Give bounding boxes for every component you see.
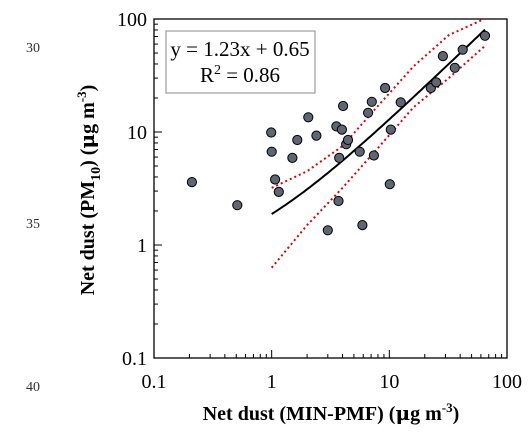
data-point bbox=[431, 77, 442, 88]
data-point bbox=[479, 30, 491, 41]
data-point bbox=[380, 82, 391, 94]
tick-marks bbox=[153, 23, 503, 359]
data-point bbox=[273, 186, 284, 197]
data-point bbox=[357, 220, 368, 231]
data-point bbox=[287, 152, 298, 163]
confidence-bands bbox=[270, 18, 485, 269]
data-point bbox=[270, 174, 281, 185]
line-number-30: 30 bbox=[26, 41, 40, 56]
data-point bbox=[322, 225, 333, 236]
data-point bbox=[333, 195, 344, 207]
regression-equation: y = 1.23x + 0.65 bbox=[170, 37, 309, 61]
regression-annotation: y = 1.23x + 0.65 R2 = 0.86 bbox=[165, 30, 316, 94]
tick-labels: 0.1 1 10 100 0.1 1 10 100 bbox=[117, 9, 522, 393]
data-point bbox=[457, 44, 468, 55]
data-point bbox=[384, 179, 395, 190]
data-point bbox=[303, 112, 314, 123]
data-point bbox=[363, 107, 374, 118]
data-point bbox=[385, 124, 396, 135]
x-tick-label: 1 bbox=[267, 371, 277, 393]
data-point bbox=[292, 134, 303, 146]
data-point bbox=[266, 127, 277, 138]
y-axis-title: Net dust (PM10) (μg m-3) bbox=[74, 85, 104, 296]
x-tick-label: 0.1 bbox=[142, 371, 167, 393]
plot-area bbox=[153, 18, 508, 359]
r-squared-label: R2 = 0.86 bbox=[200, 63, 280, 87]
regression-line bbox=[271, 28, 486, 215]
data-point bbox=[266, 146, 277, 157]
data-point bbox=[342, 134, 354, 146]
data-point bbox=[232, 200, 243, 211]
data-point bbox=[311, 130, 322, 141]
data-point bbox=[449, 62, 460, 73]
x-tick-label: 100 bbox=[492, 371, 522, 393]
data-point bbox=[336, 124, 347, 135]
data-point bbox=[338, 100, 349, 112]
y-tick-label: 10 bbox=[127, 122, 147, 144]
x-tick-label: 10 bbox=[379, 371, 399, 393]
annotation-box bbox=[165, 30, 316, 94]
data-point bbox=[354, 146, 365, 157]
data-point bbox=[437, 51, 448, 62]
x-axis-title: Net dust (MIN-PMF) (μg m-3) bbox=[203, 400, 460, 425]
data-points bbox=[186, 30, 491, 236]
data-point bbox=[395, 97, 406, 108]
y-tick-label: 1 bbox=[137, 235, 147, 257]
confidence-band-lower bbox=[270, 45, 485, 269]
y-tick-label: 100 bbox=[117, 9, 147, 31]
confidence-band-upper bbox=[271, 18, 485, 189]
data-point bbox=[186, 177, 197, 188]
y-tick-label: 0.1 bbox=[122, 348, 147, 370]
data-point bbox=[334, 152, 345, 163]
data-point bbox=[366, 96, 377, 107]
line-number-40: 40 bbox=[26, 380, 40, 395]
data-point bbox=[368, 150, 379, 161]
line-number-35: 35 bbox=[26, 217, 40, 232]
